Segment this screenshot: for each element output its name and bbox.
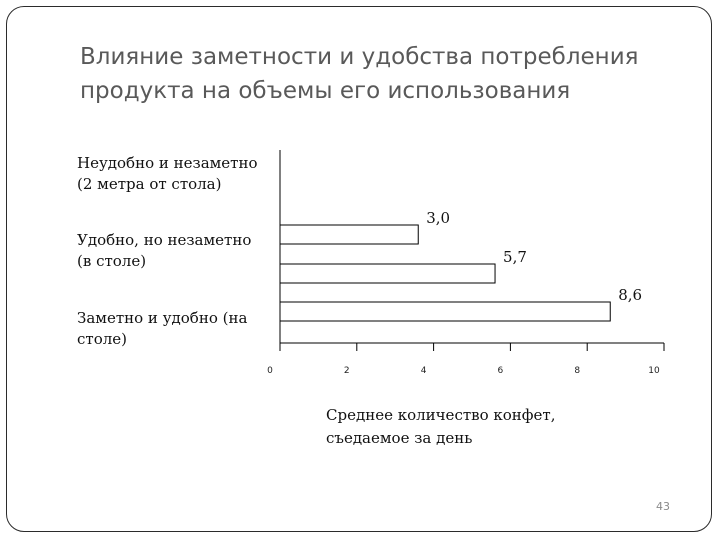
category-label-line: Удобно, но незаметно (77, 231, 252, 249)
slide-title-line-1: Влияние заметности и удобства потреблени… (80, 44, 639, 70)
bar (279, 263, 496, 284)
category-label-convenient-invisible: Удобно, но незаметно (в столе) (77, 230, 277, 272)
page-number: 43 (656, 500, 670, 513)
category-label-visible-convenient: Заметно и удобно (на столе) (77, 308, 277, 350)
data-label: 3,0 (426, 209, 450, 227)
x-axis-title-line: съедаемое за день (326, 429, 473, 447)
category-label-line: столе) (77, 330, 127, 348)
x-tick-label: 4 (421, 366, 427, 376)
x-tick-label: 2 (344, 366, 350, 376)
category-label-line: (2 метра от стола) (77, 175, 222, 193)
x-axis-title: Среднее количество конфет, съедаемое за … (326, 404, 586, 450)
x-axis-title-line: Среднее количество конфет, (326, 406, 556, 424)
data-label: 5,7 (503, 248, 527, 266)
data-label: 8,6 (618, 286, 642, 304)
slide-title: Влияние заметности и удобства потреблени… (80, 40, 680, 108)
category-label-line: Неудобно и незаметно (77, 154, 258, 172)
slide-title-line-2: продукта на объемы его использования (80, 78, 571, 104)
x-tick-label: 0 (267, 366, 273, 376)
x-tick-label: 8 (574, 366, 580, 376)
x-tick-label: 10 (648, 366, 660, 376)
bar (279, 224, 419, 245)
category-label-line: (в столе) (77, 252, 147, 270)
bar (279, 301, 611, 322)
category-label-inconvenient-invisible: Неудобно и незаметно (2 метра от стола) (77, 153, 277, 195)
x-tick-label: 6 (498, 366, 504, 376)
category-label-line: Заметно и удобно (на (77, 309, 248, 327)
